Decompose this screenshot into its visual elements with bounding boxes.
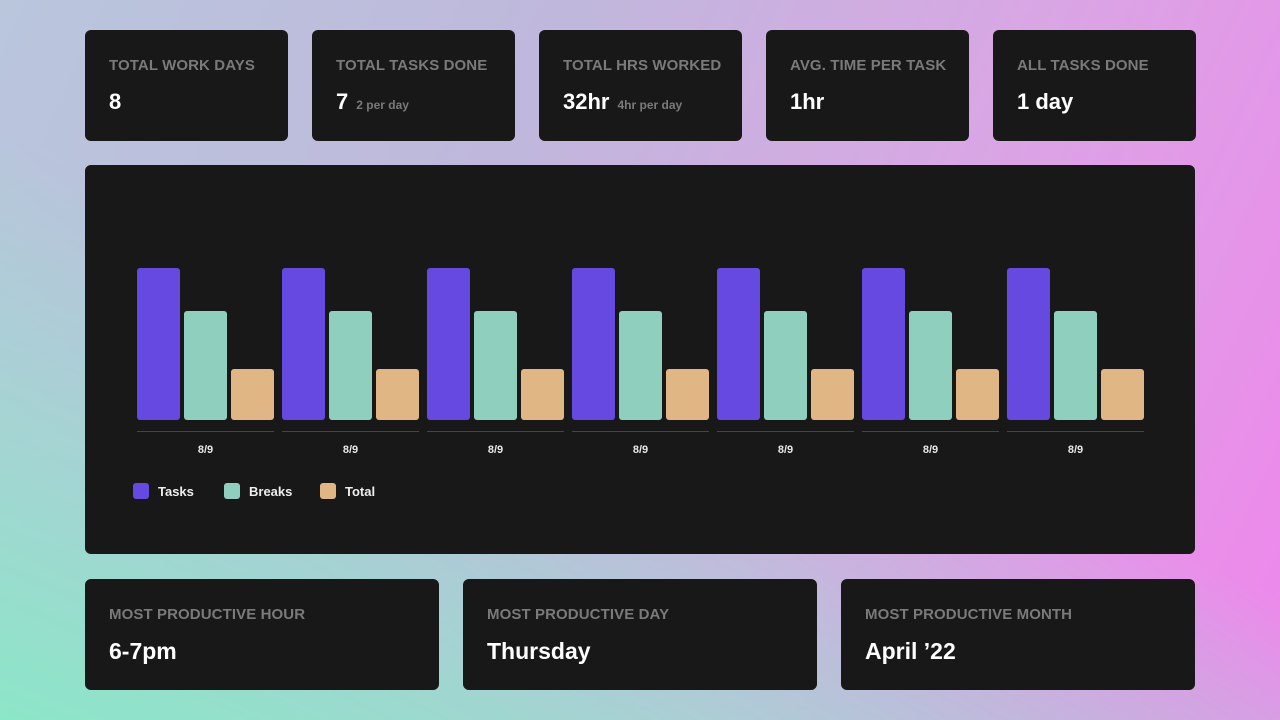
bar-total [811,369,854,420]
stat-value: 1 day [1017,89,1073,115]
card-label: MOST PRODUCTIVE DAY [487,606,670,623]
x-tick-label: 8/9 [342,444,359,456]
card-value: 6-7pm [109,638,177,664]
legend-item-total: Total [320,483,375,499]
stat-label: AVG. TIME PER TASK [790,57,947,74]
stat-card: TOTAL WORK DAYS 8 [85,30,288,141]
stat-number: 8 [109,89,122,114]
stat-label: TOTAL TASKS DONE [336,57,488,74]
productivity-card: MOST PRODUCTIVE DAY Thursday [463,579,817,690]
x-tick-label: 8/9 [487,444,504,456]
bar-breaks [184,311,227,420]
bar-total [376,369,419,420]
stat-subtext: 2 per day [356,98,409,112]
stat-card: AVG. TIME PER TASK 1hr [766,30,969,141]
bar-breaks [329,311,372,420]
stat-card: TOTAL HRS WORKED 32hr 4hr per day [539,30,742,141]
stat-value: 32hr 4hr per day [563,89,682,115]
stat-number: 1 day [1017,89,1074,114]
card-label: MOST PRODUCTIVE MONTH [865,606,1073,623]
bar-tasks [282,268,325,420]
card-value: Thursday [487,638,591,664]
axis-line [717,431,854,432]
bar-tasks [427,268,470,420]
card-value: April ’22 [865,638,956,664]
legend-label: Total [345,483,376,499]
legend-swatch [320,483,336,499]
bar-total [1101,369,1144,420]
productivity-card: MOST PRODUCTIVE MONTH April ’22 [841,579,1195,690]
x-tick-label: 8/9 [1067,444,1084,456]
axis-line [572,431,709,432]
axis-line [1007,431,1144,432]
stat-value: 8 [109,89,121,115]
stat-card: TOTAL TASKS DONE 7 2 per day [312,30,515,141]
productivity-chart: 8/9 8/9 8/9 8/9 8/9 8/9 8/9 Tasks Breaks Total [85,165,1195,554]
bar-breaks [474,311,517,420]
stat-value: 7 2 per day [336,89,409,115]
axis-line [862,431,999,432]
bar-total [666,369,709,420]
bar-tasks [717,268,760,420]
legend-item-breaks: Breaks [224,483,292,499]
bar-tasks [862,268,905,420]
productivity-card: MOST PRODUCTIVE HOUR 6-7pm [85,579,439,690]
legend-label: Breaks [249,483,293,499]
stat-number: 1hr [790,89,825,114]
stat-value: 1hr [790,89,824,115]
stat-card: ALL TASKS DONE 1 day [993,30,1196,141]
bar-tasks [137,268,180,420]
bar-total [521,369,564,420]
axis-line [282,431,419,432]
legend-swatch [224,483,240,499]
x-tick-label: 8/9 [632,444,649,456]
bar-tasks [1007,268,1050,420]
bar-breaks [1054,311,1097,420]
axis-line [137,431,274,432]
bar-breaks [909,311,952,420]
legend-swatch [133,483,149,499]
card-label: MOST PRODUCTIVE HOUR [109,606,306,623]
bar-breaks [764,311,807,420]
bar-total [956,369,999,420]
bar-tasks [572,268,615,420]
x-tick-label: 8/9 [922,444,939,456]
axis-line [427,431,564,432]
x-tick-label: 8/9 [777,444,794,456]
stat-label: TOTAL HRS WORKED [563,57,722,74]
stat-subtext: 4hr per day [617,98,683,112]
legend-label: Tasks [158,483,194,499]
stat-label: ALL TASKS DONE [1017,57,1149,74]
bar-breaks [619,311,662,420]
stat-number: 7 [336,89,349,114]
legend-item-tasks: Tasks [133,483,194,499]
bar-total [231,369,274,420]
x-tick-label: 8/9 [197,444,214,456]
stat-label: TOTAL WORK DAYS [109,57,255,74]
stat-number: 32hr [563,89,610,114]
